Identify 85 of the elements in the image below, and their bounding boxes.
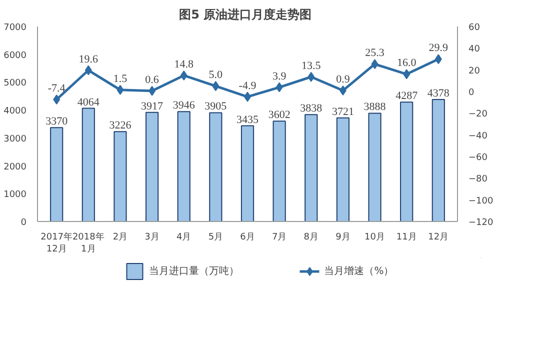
y2-tick-label: −80 [468, 174, 488, 185]
x-tick-label: 12月 [428, 232, 449, 242]
y-tick-label: 4000 [4, 106, 27, 117]
y2-tick-label: 60 [468, 23, 480, 33]
data-label: 4064 [77, 96, 100, 108]
bar [336, 117, 350, 222]
bar [177, 111, 190, 222]
data-label: -4.9 [238, 80, 257, 92]
point [434, 54, 442, 64]
x-tick-label: 5月 [208, 232, 224, 242]
point [403, 69, 410, 80]
x-tick-label: 10月 [364, 232, 385, 242]
y-tick-label: 1000 [4, 190, 27, 200]
data-label: 13.5 [302, 60, 322, 72]
y2-tick-label: −120 [468, 218, 494, 228]
bar [114, 131, 127, 222]
point [116, 84, 124, 95]
data-label: 19.6 [78, 53, 99, 66]
y-tick-label: 6000 [4, 50, 27, 61]
x-tick-label: 6月 [240, 232, 255, 242]
bar [50, 127, 64, 222]
x-tick-label: 7月 [272, 232, 287, 242]
y-tick-label: 7000 [4, 23, 27, 33]
point [180, 70, 188, 80]
bar [82, 108, 95, 222]
data-label: 3888 [364, 101, 386, 114]
data-label: 0.9 [336, 74, 350, 86]
data-label: 3602 [268, 109, 290, 122]
bar [304, 114, 318, 222]
data-label: 25.3 [365, 47, 385, 60]
legend-label: 当月进口量（万吨） [149, 264, 240, 278]
data-label: 3946 [172, 100, 196, 112]
point [276, 82, 283, 92]
y-tick-label: 3000 [4, 134, 27, 144]
y-tick-label: 2000 [4, 162, 27, 172]
y2-tick-label: 40 [468, 44, 480, 55]
data-label: 4378 [427, 88, 450, 100]
data-label: 3370 [46, 116, 68, 128]
data-label: 3.9 [272, 70, 287, 82]
x-tick-label: 11月 [396, 232, 417, 242]
x-tick-label: 9月 [336, 232, 350, 242]
bar [432, 99, 445, 222]
bar [146, 112, 159, 222]
y2-tick-label: −60 [468, 153, 488, 163]
bar [400, 102, 414, 222]
bar [240, 125, 254, 222]
bar [368, 112, 382, 222]
data-label: 1.5 [113, 72, 128, 85]
x-tick-label: 4月 [176, 232, 192, 242]
y2-tick-label: −100 [468, 196, 494, 206]
y2-tick-label: −20 [468, 110, 488, 120]
point [84, 65, 92, 76]
point [339, 86, 346, 96]
y2-tick-label: 0 [468, 88, 474, 98]
x-tick-label: 8月 [304, 232, 319, 242]
bar [209, 112, 222, 222]
x-tick-label: 2018年 1月 [72, 232, 104, 254]
data-label: 3226 [109, 120, 132, 132]
point [53, 94, 60, 105]
legend-label: 当月增速（%） [324, 264, 394, 278]
x-tick-label: 2017年 12月 [40, 232, 73, 254]
data-label: 3721 [332, 106, 354, 118]
data-label: 16.0 [396, 57, 417, 70]
data-label: 3838 [300, 102, 323, 115]
data-label: 3917 [141, 100, 164, 112]
point [148, 86, 156, 96]
data-label: 0.6 [145, 74, 160, 86]
bar [272, 120, 286, 222]
data-label: 5.0 [208, 69, 224, 82]
data-label: 4287 [396, 90, 418, 102]
y2-tick-label: 20 [468, 66, 480, 76]
data-label: -7.4 [48, 82, 66, 95]
x-tick-label: 2月 [112, 232, 128, 242]
point [371, 59, 378, 70]
point [212, 81, 220, 92]
y2-tick-label: −40 [468, 131, 488, 142]
y-tick-label: 0 [20, 218, 27, 228]
data-label: 14.8 [174, 58, 194, 70]
point [308, 72, 315, 82]
x-tick-label: 3月 [144, 232, 160, 242]
data-label: 3435 [236, 114, 259, 126]
chart-title: 图5 原油进口月度走势图 [179, 8, 312, 22]
data-label: 29.9 [428, 42, 449, 54]
y-tick-label: 5000 [4, 78, 27, 89]
data-label: 3905 [204, 100, 228, 113]
